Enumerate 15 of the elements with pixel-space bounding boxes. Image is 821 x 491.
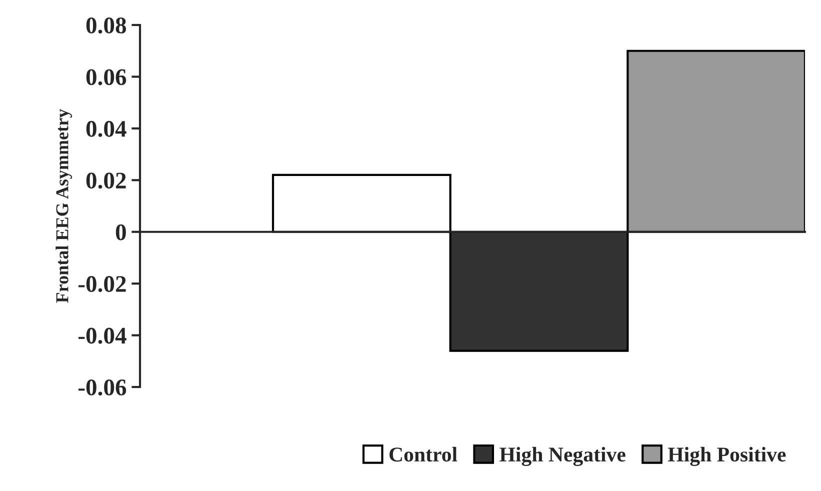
bar — [626, 50, 805, 233]
y-tick-label: 0.08 — [86, 17, 126, 34]
y-tick-label: 0.04 — [86, 120, 126, 137]
y-axis-title: Frontal EEG Asymmetry — [56, 109, 72, 303]
y-tick-label: -0.02 — [78, 276, 126, 292]
y-tick-label: 0.06 — [86, 69, 126, 86]
legend-label: High Positive — [668, 446, 786, 466]
bar — [449, 230, 629, 352]
y-tick-label: 0 — [116, 224, 126, 240]
bar — [272, 174, 452, 233]
legend-label: High Negative — [500, 446, 626, 466]
y-tick-label: -0.04 — [78, 328, 126, 344]
y-tick-label: -0.06 — [78, 379, 126, 396]
legend-label: Control — [390, 446, 458, 462]
y-tick-label: 0.02 — [86, 172, 126, 189]
